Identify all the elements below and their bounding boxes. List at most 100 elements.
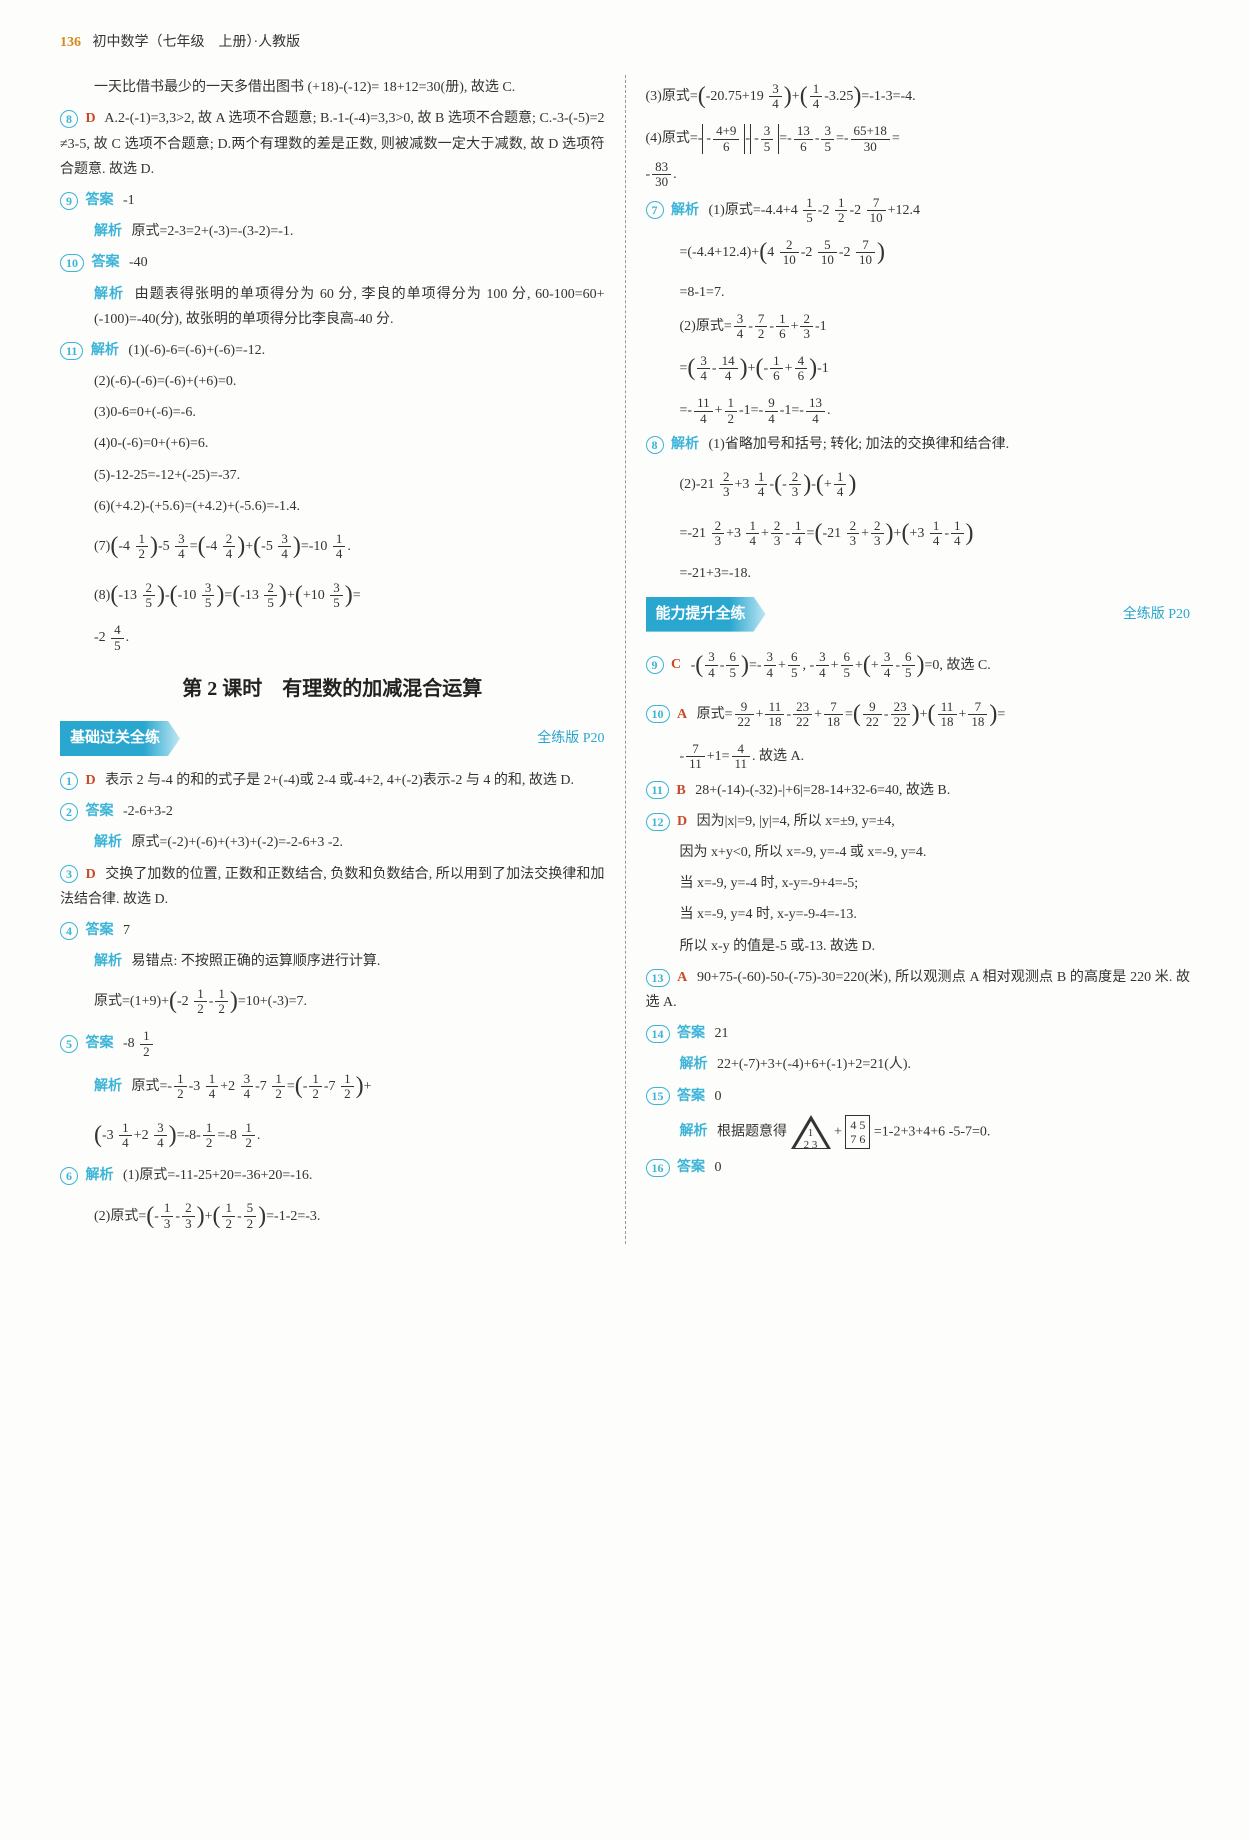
q5: 5 答案 -8 12 [60, 1029, 605, 1059]
qnum-5: 5 [60, 1035, 78, 1053]
qnum-9r: 9 [646, 656, 664, 674]
q2: 2 答案 -2-6+3-2 [60, 799, 605, 824]
q8-text: A.2-(-1)=3,3>2, 故 A 选项不合题意; B.-1-(-4)=3,… [60, 111, 605, 176]
q11-l3: (3)0-6=0+(-6)=-6. [60, 400, 605, 425]
q7r-c: =8-1=7. [646, 280, 1191, 305]
q11-l8b: -2 45. [60, 623, 605, 653]
q9-exp: 解析 原式=2-3=2+(-3)=-(3-2)=-1. [60, 219, 605, 244]
q9: 9 答案 -1 [60, 188, 605, 213]
q4-exp2: 原式=(1+9)+(-2 12-12)=10+(-3)=7. [60, 980, 605, 1023]
q2-exp: 解析 原式=(-2)+(-6)+(+3)+(-2)=-2-6+3 -2. [60, 830, 605, 855]
q11-l6: (6)(+4.2)-(+5.6)=(+4.2)+(-5.6)=-1.4. [60, 494, 605, 519]
q8: 8 D A.2-(-1)=3,3>2, 故 A 选项不合题意; B.-1-(-4… [60, 106, 605, 182]
q13r-text: 90+75-(-60)-50-(-75)-30=220(米), 所以观测点 A … [646, 970, 1191, 1010]
qnum-8r: 8 [646, 436, 664, 454]
q1-letter: D [86, 773, 96, 788]
qnum-10r: 10 [646, 705, 670, 723]
q9-exp-text: 原式=2-3=2+(-3)=-(3-2)=-1. [132, 224, 294, 239]
q4: 4 答案 7 [60, 918, 605, 943]
q12r-l2: 因为 x+y<0, 所以 x=-9, y=-4 或 x=-9, y=4. [646, 840, 1191, 865]
q10: 10 答案 -40 [60, 250, 605, 275]
banner-tag-ability: 能力提升全练 [646, 597, 766, 632]
triangle-icon: 12 3 [791, 1115, 831, 1149]
q2-ans: -2-6+3-2 [123, 804, 173, 819]
q11r-text: 28+(-14)-(-32)-|+6|=28-14+32-6=40, 故选 B. [695, 783, 950, 798]
banner-ability: 能力提升全练 全练版 P20 [646, 597, 1191, 632]
qnum-16r: 16 [646, 1159, 670, 1177]
q10r-tail: . 故选 A. [752, 749, 804, 764]
q5-exp: 解析 原式=-12-3 14+2 34-7 12=(-12-7 12)+ [60, 1065, 605, 1108]
qnum-14r: 14 [646, 1025, 670, 1043]
qnum-8: 8 [60, 110, 78, 128]
q1: 1 D 表示 2 与-4 的和的式子是 2+(-4)或 2-4 或-4+2, 4… [60, 768, 605, 793]
q4-ans-label: 答案 [86, 923, 114, 938]
q14r-exp: 解析 22+(-7)+3+(-4)+6+(-1)+2=21(人). [646, 1052, 1191, 1077]
q13r-letter: A [677, 970, 687, 985]
q5-exp-b: (-3 14+2 34)=-8-12=-8 12. [60, 1114, 605, 1157]
q1-text: 表示 2 与-4 的和的式子是 2+(-4)或 2-4 或-4+2, 4+(-2… [105, 773, 574, 788]
q4-exp: 解析 易错点: 不按照正确的运算顺序进行计算. [60, 949, 605, 974]
q9-ans: -1 [123, 193, 135, 208]
q14r-exp-label: 解析 [680, 1057, 708, 1072]
q10r-b: -711+1=411. 故选 A. [646, 742, 1191, 772]
q14r: 14 答案 21 [646, 1021, 1191, 1046]
q6-label: 解析 [86, 1168, 114, 1183]
q12r-l5: 所以 x-y 的值是-5 或-13. 故选 D. [646, 934, 1191, 959]
q8r: 8 解析 (1)省略加号和括号; 转化; 加法的交换律和结合律. [646, 432, 1191, 457]
q13r: 13 A 90+75-(-60)-50-(-75)-30=220(米), 所以观… [646, 965, 1191, 1015]
q6-l2: (2)原式=(-13-23)+(12-52)=-1-2=-3. [60, 1195, 605, 1238]
q11-l7: (7)(-4 12)-5 34=(-4 24)+(-5 34)=-10 14. [60, 525, 605, 568]
q15r-exp-label: 解析 [680, 1124, 708, 1139]
q2-exp-text: 原式=(-2)+(-6)+(+3)+(-2)=-2-6+3 -2. [132, 835, 344, 850]
q12r-l3: 当 x=-9, y=-4 时, x-y=-9+4=-5; [646, 871, 1191, 896]
q15r-exp-tail: =1-2+3+4+6 -5-7=0. [874, 1124, 990, 1139]
banner-ref-basic: 全练版 P20 [537, 726, 604, 751]
q11: 11 解析 (1)(-6)-6=(-6)+(-6)=-12. [60, 338, 605, 363]
q16r: 16 答案 0 [646, 1155, 1191, 1180]
q3-letter: D [86, 867, 96, 882]
q15r-ans: 0 [715, 1089, 722, 1104]
qnum-3: 3 [60, 865, 78, 883]
q14r-exp-text: 22+(-7)+3+(-4)+6+(-1)+2=21(人). [717, 1057, 911, 1072]
q10-exp: 解析 由题表得张明的单项得分为 60 分, 李良的单项得分为 100 分, 60… [60, 282, 605, 332]
q7r-b: =(-4.4+12.4)+(4 210-2 510-2 710) [646, 231, 1191, 274]
q11r: 11 B 28+(-14)-(-32)-|+6|=28-14+32-6=40, … [646, 778, 1191, 803]
q4-exp1: 易错点: 不按照正确的运算顺序进行计算. [132, 954, 381, 969]
q6-l1: (1)原式=-11-25+20=-36+20=-16. [123, 1168, 312, 1183]
q9r-tail: =0, 故选 C. [925, 657, 991, 672]
q2-exp-label: 解析 [94, 835, 122, 850]
q11-l1: (1)(-6)-6=(-6)+(-6)=-12. [128, 343, 265, 358]
q8r-text: (1)省略加号和括号; 转化; 加法的交换律和结合律. [709, 437, 1010, 452]
banner-ref-ability: 全练版 P20 [1123, 602, 1190, 627]
qnum-15r: 15 [646, 1087, 670, 1105]
banner-tag-basic: 基础过关全练 [60, 721, 180, 756]
q10-ans: -40 [129, 255, 148, 270]
q8r-2b: =-21 23+3 14+23-14=(-21 23+23)+(+3 14-14… [646, 512, 1191, 555]
q11-l2: (2)(-6)-(-6)=(-6)+(+6)=0. [60, 369, 605, 394]
q11-label: 解析 [91, 343, 119, 358]
q12r: 12 D 因为|x|=9, |y|=4, 所以 x=±9, y=±4, [646, 809, 1191, 834]
q16r-ans: 0 [715, 1160, 722, 1175]
q15r-exp-pre: 根据题意得 [717, 1124, 787, 1139]
q10r: 10 A 原式=922+1118-2322+718=(922-2322)+(11… [646, 693, 1191, 736]
qnum-1: 1 [60, 772, 78, 790]
page-number: 136 [60, 35, 81, 50]
q9-ans-label: 答案 [86, 193, 114, 208]
q11r-letter: B [676, 783, 685, 798]
q12r-l4: 当 x=-9, y=4 时, x-y=-9-4=-13. [646, 902, 1191, 927]
book-title: 初中数学（七年级 上册）·人教版 [93, 35, 301, 50]
q11-l4: (4)0-(-6)=0+(+6)=6. [60, 431, 605, 456]
q7r-2c: =-114+12-1=-94-1=-134. [646, 396, 1191, 426]
qnum-7r: 7 [646, 201, 664, 219]
q8r-2c: =-21+3=-18. [646, 561, 1191, 586]
q2-ans-label: 答案 [86, 804, 114, 819]
q6: 6 解析 (1)原式=-11-25+20=-36+20=-16. [60, 1163, 605, 1188]
qnum-2: 2 [60, 803, 78, 821]
left-column: 一天比借书最少的一天多借出图书 (+18)-(-12)= 18+12=30(册)… [60, 75, 626, 1244]
intro-text: 一天比借书最少的一天多借出图书 (+18)-(-12)= 18+12=30(册)… [60, 75, 605, 100]
q14r-ans: 21 [715, 1026, 729, 1041]
q14r-ans-label: 答案 [677, 1026, 705, 1041]
page-header: 136 初中数学（七年级 上册）·人教版 [60, 30, 1190, 55]
q8r-label: 解析 [671, 437, 699, 452]
q7r-2b: =(34-144)+(-16+46)-1 [646, 347, 1191, 390]
